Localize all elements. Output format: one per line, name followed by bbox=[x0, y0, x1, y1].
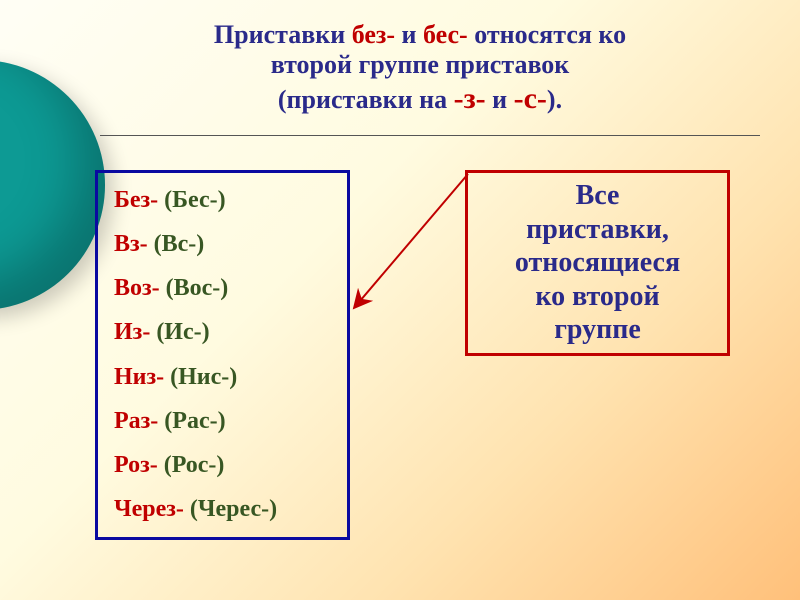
title-line-2: второй группе приставок bbox=[80, 50, 760, 80]
prefix-z: Без- bbox=[114, 187, 158, 213]
title-text: (приставки на bbox=[278, 85, 454, 114]
prefix-s: (Вос-) bbox=[166, 275, 229, 301]
desc-line: ко второй bbox=[535, 281, 659, 312]
prefix-z: Воз- bbox=[114, 275, 160, 301]
title-line-1: Приставки без- и бес- относятся ко bbox=[80, 20, 760, 50]
prefix-s: (Вс-) bbox=[154, 231, 205, 257]
desc-line: приставки, bbox=[526, 214, 669, 245]
prefix-s: (Рас-) bbox=[164, 408, 225, 434]
prefix-row: Воз- (Вос-) bbox=[114, 275, 331, 302]
title-red-4: -с- bbox=[514, 82, 547, 115]
title-line-3: (приставки на -з- и -с-). bbox=[80, 82, 760, 116]
description-text: Все приставки, относящиеся ко второй гру… bbox=[515, 179, 680, 347]
title-red-3: -з- bbox=[454, 82, 486, 115]
prefix-z: Вз- bbox=[114, 231, 148, 257]
prefix-row: Вз- (Вс-) bbox=[114, 231, 331, 258]
title-red-2: бес- bbox=[423, 20, 468, 49]
desc-line: группе bbox=[554, 314, 641, 345]
prefix-row: Раз- (Рас-) bbox=[114, 408, 331, 435]
prefix-row: Роз- (Рос-) bbox=[114, 452, 331, 479]
prefix-s: (Нис-) bbox=[170, 364, 237, 390]
title-text: Приставки bbox=[214, 20, 352, 49]
title-text: относятся ко bbox=[468, 20, 626, 49]
prefix-s: (Бес-) bbox=[164, 187, 225, 213]
prefix-s: (Рос-) bbox=[164, 452, 225, 478]
prefix-s: (Ис-) bbox=[156, 319, 209, 345]
prefix-row: Через- (Черес-) bbox=[114, 496, 331, 523]
prefix-z: Раз- bbox=[114, 408, 158, 434]
prefix-row: Из- (Ис-) bbox=[114, 319, 331, 346]
prefix-z: Через- bbox=[114, 496, 184, 522]
title-red-1: без- bbox=[352, 20, 395, 49]
prefix-s: (Черес-) bbox=[190, 496, 277, 522]
description-box: Все приставки, относящиеся ко второй гру… bbox=[465, 170, 730, 356]
desc-line: Все bbox=[576, 180, 620, 211]
title-underline bbox=[100, 135, 760, 136]
slide-title: Приставки без- и бес- относятся ко второ… bbox=[80, 20, 760, 116]
title-text: и bbox=[486, 85, 514, 114]
arrow-icon bbox=[340, 158, 490, 328]
prefix-list-box: Без- (Бес-) Вз- (Вс-) Воз- (Вос-) Из- (И… bbox=[95, 170, 350, 540]
arrow-line bbox=[354, 174, 468, 308]
prefix-z: Роз- bbox=[114, 452, 158, 478]
desc-line: относящиеся bbox=[515, 247, 680, 278]
prefix-row: Низ- (Нис-) bbox=[114, 364, 331, 391]
title-text: ). bbox=[547, 85, 562, 114]
prefix-z: Низ- bbox=[114, 364, 164, 390]
prefix-row: Без- (Бес-) bbox=[114, 187, 331, 214]
prefix-z: Из- bbox=[114, 319, 150, 345]
title-text: и bbox=[395, 20, 423, 49]
